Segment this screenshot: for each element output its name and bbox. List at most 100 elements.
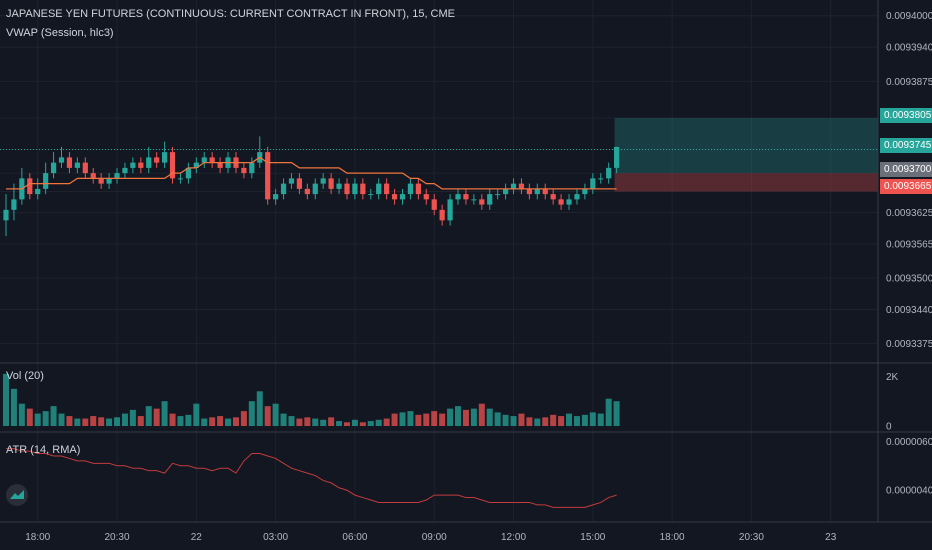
price-tick-label: 0.0093875 xyxy=(886,77,932,88)
atr-tick-label: 0.0000060 xyxy=(886,437,932,448)
candle xyxy=(241,167,247,174)
candle xyxy=(495,194,501,196)
volume-bar xyxy=(431,411,438,426)
candle xyxy=(98,178,104,184)
volume-bar xyxy=(66,416,73,426)
atr-axis[interactable]: 0.0000060 0.0000040 xyxy=(886,437,932,497)
time-tick-label: 20:30 xyxy=(739,532,764,543)
volume-bar xyxy=(597,413,604,426)
volume-legend[interactable]: Vol (20) xyxy=(6,370,44,382)
candle xyxy=(35,188,41,195)
candle xyxy=(614,146,620,168)
volume-bar xyxy=(542,417,549,426)
volume-bar xyxy=(296,418,303,426)
volume-bar xyxy=(359,422,366,426)
candle xyxy=(550,194,556,200)
volume-bar xyxy=(121,413,128,426)
volume-bar xyxy=(98,417,105,426)
atr-line xyxy=(6,448,617,508)
long-position-box[interactable] xyxy=(614,118,878,192)
time-axis[interactable]: 18:00 20:30 22 03:00 06:00 09:00 12:00 15:00 18:… xyxy=(25,532,837,543)
candle xyxy=(368,194,374,196)
candle xyxy=(344,183,350,195)
volume-bar xyxy=(114,417,121,426)
candle xyxy=(193,162,199,168)
volume-bar xyxy=(375,419,382,426)
candle xyxy=(582,188,588,195)
volume-bars xyxy=(3,373,620,426)
pane-separators[interactable] xyxy=(0,0,932,523)
volume-bar xyxy=(534,418,541,426)
candle xyxy=(606,167,612,179)
volume-bar xyxy=(10,388,17,426)
volume-bar xyxy=(153,408,160,426)
candle xyxy=(352,183,358,195)
volume-bar xyxy=(510,416,517,426)
volume-bar xyxy=(256,391,263,426)
price-axis[interactable]: 0.0094000 0.0093940 0.0093875 0.0093625 0.00… xyxy=(886,11,932,350)
candle xyxy=(43,173,49,189)
volume-bar xyxy=(470,408,477,426)
tradingview-logo-icon[interactable] xyxy=(6,484,28,506)
volume-bar xyxy=(34,413,41,426)
volume-bar xyxy=(455,406,462,426)
candle xyxy=(574,194,580,200)
volume-bar xyxy=(336,421,343,426)
stop-price-tag: 0.0093665 xyxy=(880,179,932,194)
profit-zone xyxy=(614,118,878,174)
candle xyxy=(114,173,120,179)
candle xyxy=(431,199,437,210)
vwap-legend[interactable]: VWAP (Session, hlc3) xyxy=(6,27,114,39)
price-tick-label: 0.0093625 xyxy=(886,208,932,219)
volume-bar xyxy=(423,413,430,426)
volume-bar xyxy=(439,413,446,426)
atr-tick-label: 0.0000040 xyxy=(886,486,932,497)
price-tick-label: 0.0093940 xyxy=(886,43,932,54)
candle xyxy=(518,183,525,189)
candle xyxy=(201,157,207,163)
candle xyxy=(399,194,406,200)
time-tick-label: 09:00 xyxy=(422,532,447,543)
volume-bar xyxy=(82,418,89,426)
volume-bar xyxy=(209,417,216,426)
volume-bar xyxy=(217,416,224,426)
volume-bar xyxy=(280,413,287,426)
time-tick-label: 18:00 xyxy=(660,532,685,543)
volume-bar xyxy=(328,417,335,426)
candle xyxy=(3,209,9,221)
candle xyxy=(455,194,461,200)
volume-bar xyxy=(415,414,422,426)
volume-bar xyxy=(502,414,509,426)
volume-bar xyxy=(42,411,49,426)
candle xyxy=(58,157,65,163)
volume-bar xyxy=(137,416,144,426)
volume-bar xyxy=(240,411,247,426)
volume-bar xyxy=(605,398,612,426)
candle xyxy=(209,157,215,163)
volume-bar xyxy=(177,416,184,426)
candle xyxy=(74,162,80,168)
candle xyxy=(502,188,509,195)
time-tick-label: 20:30 xyxy=(105,532,130,543)
atr-legend[interactable]: ATR (14, RMA) xyxy=(6,444,81,456)
volume-bar xyxy=(407,411,414,426)
candle xyxy=(90,173,96,179)
candle xyxy=(82,162,88,174)
volume-bar xyxy=(161,401,168,426)
time-tick-label: 22 xyxy=(191,532,203,543)
candle xyxy=(590,178,596,189)
candle xyxy=(169,152,176,179)
price-tick-label: 0.0093375 xyxy=(886,339,932,350)
volume-axis[interactable]: 2K 0 xyxy=(886,372,899,433)
symbol-title[interactable]: JAPANESE YEN FUTURES (CONTINUOUS: CURREN… xyxy=(6,8,456,20)
candle xyxy=(479,199,485,205)
volume-bar xyxy=(90,416,97,426)
volume-bar xyxy=(343,422,350,426)
volume-tick-label: 2K xyxy=(886,372,899,383)
volume-bar xyxy=(304,417,311,426)
candle xyxy=(542,188,548,195)
candle xyxy=(217,162,223,168)
candle xyxy=(336,183,342,189)
volume-bar xyxy=(106,418,113,426)
